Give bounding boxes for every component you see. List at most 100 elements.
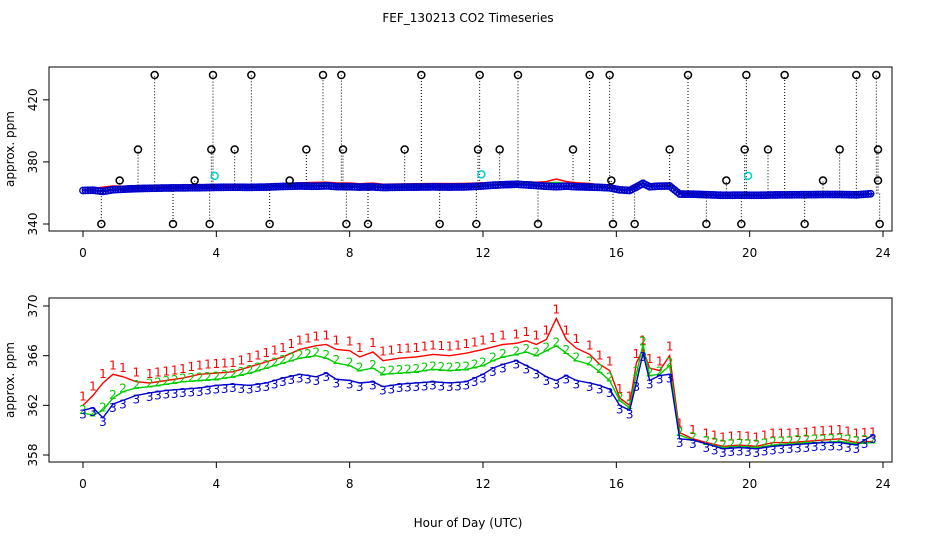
series-2-marker: 2 bbox=[616, 390, 624, 404]
flagged-point bbox=[743, 171, 753, 181]
series-3-marker: 3 bbox=[421, 379, 429, 393]
spike-point bbox=[150, 70, 159, 80]
series-2-marker: 2 bbox=[479, 356, 487, 370]
series-3-marker: 3 bbox=[728, 445, 736, 459]
series-1-marker: 1 bbox=[646, 352, 654, 366]
series-2-marker: 2 bbox=[703, 434, 711, 448]
series-1-marker: 1 bbox=[429, 338, 437, 352]
series-3-marker: 3 bbox=[229, 381, 237, 395]
top-data-point bbox=[181, 183, 190, 192]
top-data-point bbox=[257, 183, 266, 192]
top-data-point bbox=[544, 182, 553, 191]
top-data-point bbox=[210, 183, 218, 192]
top-data-point bbox=[457, 183, 466, 191]
top-data-point bbox=[807, 190, 815, 199]
top-data-point bbox=[484, 181, 492, 190]
series-3-marker: 3 bbox=[79, 407, 87, 421]
series-3-marker: 3 bbox=[163, 387, 171, 401]
top-data-point bbox=[393, 183, 402, 192]
top-data-point bbox=[221, 183, 230, 192]
x-tick-label: 4 bbox=[213, 246, 221, 260]
spike-point bbox=[722, 176, 731, 185]
top-data-point bbox=[850, 190, 858, 199]
top-data-point bbox=[542, 182, 551, 191]
series-3-marker: 3 bbox=[446, 380, 454, 394]
spike-point bbox=[608, 219, 618, 229]
series-2-marker: 2 bbox=[633, 364, 641, 378]
series-1-marker: 1 bbox=[794, 426, 802, 440]
x-tick-label: 12 bbox=[475, 246, 490, 260]
series-3-marker: 3 bbox=[761, 445, 769, 459]
top-data-point bbox=[595, 183, 604, 192]
top-data-point bbox=[524, 181, 533, 189]
series-1-marker: 1 bbox=[154, 366, 162, 380]
series-3-marker: 3 bbox=[238, 382, 246, 396]
plot-frame bbox=[48, 66, 893, 232]
top-data-point bbox=[300, 182, 309, 190]
series-3-marker: 3 bbox=[844, 441, 852, 455]
top-data-point bbox=[738, 191, 746, 200]
top-data-point bbox=[845, 190, 854, 199]
series-2-marker: 2 bbox=[204, 370, 212, 384]
series-3-marker: 3 bbox=[109, 401, 117, 415]
series-3-marker: 3 bbox=[586, 380, 594, 394]
top-data-point bbox=[831, 190, 839, 199]
top-data-point bbox=[800, 190, 808, 199]
series-1-marker: 1 bbox=[404, 342, 412, 356]
spike-point bbox=[208, 70, 218, 80]
series-1-marker: 1 bbox=[179, 362, 187, 376]
top-data-point bbox=[111, 185, 120, 194]
x-tick-label: 24 bbox=[875, 477, 890, 491]
top-data-point bbox=[179, 183, 187, 192]
series-2-marker: 2 bbox=[213, 369, 221, 383]
spike-point bbox=[417, 70, 426, 80]
y-tick-label: 366 bbox=[26, 344, 40, 367]
top-data-point bbox=[623, 186, 632, 195]
series-3-marker: 3 bbox=[438, 379, 446, 393]
series-3-marker: 3 bbox=[719, 446, 727, 460]
spike-point bbox=[495, 145, 504, 154]
series-3-marker: 3 bbox=[288, 373, 296, 387]
series-3-marker: 3 bbox=[99, 415, 107, 429]
series-2-marker: 2 bbox=[271, 356, 279, 370]
top-data-point bbox=[114, 185, 122, 194]
top-data-point bbox=[371, 183, 380, 191]
top-data-point bbox=[79, 186, 87, 195]
series-1-line bbox=[82, 316, 874, 448]
series-3-marker: 3 bbox=[479, 371, 487, 385]
top-data-point bbox=[514, 180, 523, 189]
spike-point bbox=[702, 219, 711, 229]
y-tick-label: 420 bbox=[26, 88, 40, 111]
top-data-point bbox=[766, 191, 775, 199]
top-data-point bbox=[600, 183, 609, 192]
series-2-marker: 2 bbox=[99, 400, 107, 414]
spike-point bbox=[533, 219, 543, 229]
top-data-point bbox=[162, 184, 171, 192]
series-2-marker: 2 bbox=[146, 377, 154, 391]
series-1-marker: 1 bbox=[656, 355, 664, 369]
series-2-marker: 2 bbox=[313, 346, 321, 360]
series-3-marker: 3 bbox=[463, 379, 471, 393]
series-3-marker: 3 bbox=[279, 375, 287, 389]
spike-point bbox=[513, 70, 523, 80]
series-3-marker: 3 bbox=[196, 385, 204, 399]
figure-title: FEF_130213 CO2 Timeseries bbox=[382, 11, 553, 25]
series-1-marker: 1 bbox=[586, 338, 594, 352]
series-2-marker: 2 bbox=[438, 360, 446, 374]
series-3-marker: 3 bbox=[346, 378, 354, 392]
series-3-marker: 3 bbox=[744, 445, 752, 459]
series-3-marker: 3 bbox=[703, 441, 711, 455]
spike-point bbox=[205, 219, 214, 229]
top-data-point bbox=[590, 183, 599, 192]
series-2-marker: 2 bbox=[786, 434, 794, 448]
series-2-marker: 2 bbox=[803, 433, 811, 447]
series-1-marker: 1 bbox=[761, 428, 769, 442]
top-data-point bbox=[655, 182, 664, 191]
series-3-marker: 3 bbox=[304, 373, 312, 387]
spike-point bbox=[872, 70, 881, 80]
top-data-point bbox=[276, 182, 285, 191]
top-data-point bbox=[603, 183, 612, 192]
series-2-marker: 2 bbox=[769, 435, 777, 449]
series-2-marker: 2 bbox=[179, 372, 187, 386]
series-3-marker: 3 bbox=[563, 373, 571, 387]
